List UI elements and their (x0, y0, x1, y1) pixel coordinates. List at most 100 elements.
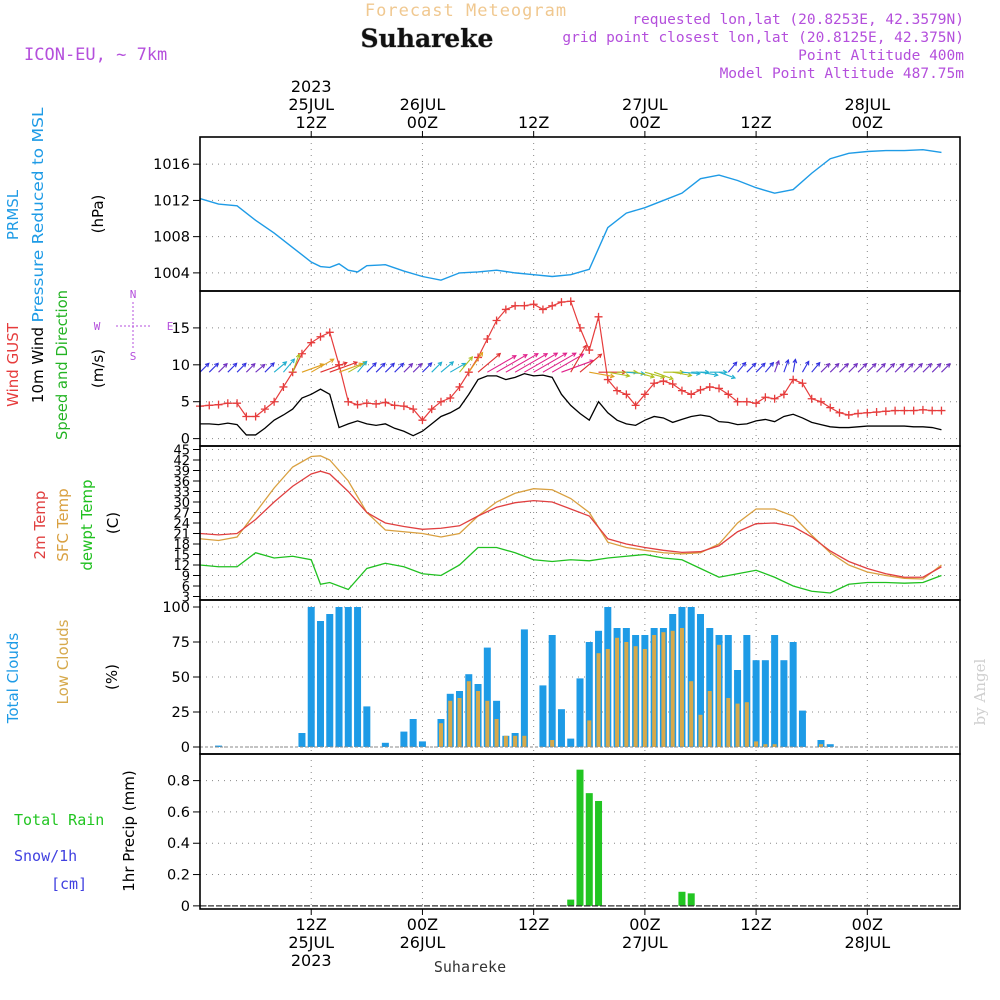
temperature-ytick-label: 39 (173, 465, 190, 480)
gust-marker (483, 334, 492, 343)
low-cloud-bar (698, 714, 703, 747)
pressure-panel: 1004 1008 1012 1016 PRMSL Pressure Reduced to… (4, 107, 961, 323)
wind-arrow (700, 371, 718, 376)
wind-arrow-head (804, 360, 810, 366)
gust-marker (233, 399, 242, 408)
wind-label: Wind GUST (4, 322, 22, 407)
temperature-ytick-label: 24 (173, 517, 190, 532)
wind-arrow (505, 353, 539, 373)
wind-arrow (320, 362, 347, 373)
wind-arrow-head (815, 361, 821, 367)
low-cloud-bar (513, 735, 518, 747)
wind-ytick-label: 10 (172, 358, 190, 374)
low-cloud-bar (476, 691, 481, 747)
wind-arrow-head (649, 373, 656, 379)
gust-marker (501, 305, 510, 314)
low-cloud-bar (652, 635, 657, 747)
wind-label: Speed and Direction (53, 290, 71, 440)
gust-marker (798, 379, 807, 388)
wind-arrow-head (732, 361, 738, 367)
wind-arrow (607, 371, 630, 377)
point-altitude: Point Altitude 400m (798, 48, 964, 64)
wind-arrow (496, 354, 528, 373)
clouds-label: Low Clouds (54, 619, 72, 704)
gust-marker (511, 301, 520, 310)
temperature-ytick-label: 12 (173, 559, 190, 574)
low-cloud-bar (754, 741, 759, 747)
wind-unit: (m/s) (89, 349, 107, 388)
top-axis-hour: 12Z (740, 113, 771, 132)
wind-arrow (764, 362, 774, 373)
gust-marker (353, 400, 362, 409)
wind-arrow-head (511, 355, 517, 360)
wind-arrow-head (760, 362, 766, 368)
wind-arrow (894, 363, 904, 373)
wind-arrow-head (945, 362, 951, 368)
gust-marker (446, 394, 455, 403)
compass-s: S (130, 350, 137, 363)
gust-marker (566, 297, 575, 306)
wind-arrow (449, 362, 466, 373)
model-altitude: Model Point Altitude 487.75m (720, 66, 965, 82)
model-label: ICON-EU, ~ 7km (24, 45, 167, 65)
wind-arrow (589, 371, 614, 378)
low-cloud-bar (642, 649, 647, 747)
wind-arrow (774, 360, 780, 373)
gust-marker (659, 377, 668, 386)
bottom-axis-date: 26JUL (400, 933, 446, 952)
wind-ytick-label: 5 (181, 395, 190, 411)
total-cloud-bar (789, 642, 797, 747)
gust-marker (362, 399, 371, 408)
clouds-ytick-label: 75 (172, 635, 190, 651)
wind-arrow-head (927, 362, 933, 368)
total-cloud-bar (567, 738, 575, 747)
bottom-axis-date: 25JUL (288, 933, 334, 952)
total-cloud-bar (215, 745, 223, 747)
wind-arrow-head (468, 355, 474, 361)
gust-marker (455, 382, 464, 391)
total-cloud-bar (539, 685, 547, 747)
precip-unit: 1hr Precip (mm) (120, 770, 138, 891)
gust-marker (325, 328, 334, 337)
wind-arrow-head (282, 361, 288, 366)
gust-marker (279, 382, 288, 391)
gust-marker (538, 305, 547, 314)
wind-arrow-head (461, 362, 467, 368)
footer-location: Suhareke (434, 958, 506, 976)
low-cloud-bar (633, 646, 638, 747)
rain-bar (585, 793, 593, 906)
wind-arrow (904, 363, 914, 373)
low-cloud-bar (670, 630, 675, 747)
temperature-ytick-label: 27 (173, 507, 190, 522)
wind-arrow (366, 362, 377, 373)
wind-arrow-head (784, 358, 790, 365)
gust-marker (844, 411, 853, 419)
bottom-axis-date: 27JUL (622, 933, 668, 952)
wind-arrow (394, 362, 404, 373)
bottom-axis-hour: 12Z (740, 915, 771, 934)
bottom-axis-hour: 00Z (852, 915, 883, 934)
low-cloud-bar (494, 719, 499, 747)
wind-arrow-head (408, 362, 414, 368)
gust-marker (900, 406, 909, 415)
temperature-ytick-label: 15 (173, 549, 190, 564)
wind-arrow-head (399, 362, 405, 368)
wind-arrow (792, 359, 796, 373)
wind-arrow-head (881, 362, 886, 368)
wind-arrow-head (478, 351, 484, 357)
gust-marker (270, 397, 279, 406)
compass-w: W (94, 320, 101, 333)
gust-marker (909, 406, 918, 415)
wind-arrow (524, 352, 558, 373)
total-cloud-bar (687, 607, 695, 747)
pressure-ytick-label: 1004 (153, 266, 190, 282)
low-cloud-bar (596, 653, 601, 747)
top-axis-date: 26JUL (400, 95, 446, 114)
wind-arrow-head (260, 363, 266, 369)
gust-marker (826, 403, 835, 412)
clouds-ytick-label: 25 (172, 705, 190, 721)
gust-marker (677, 386, 686, 395)
pressure-ytick-label: 1012 (153, 193, 190, 209)
